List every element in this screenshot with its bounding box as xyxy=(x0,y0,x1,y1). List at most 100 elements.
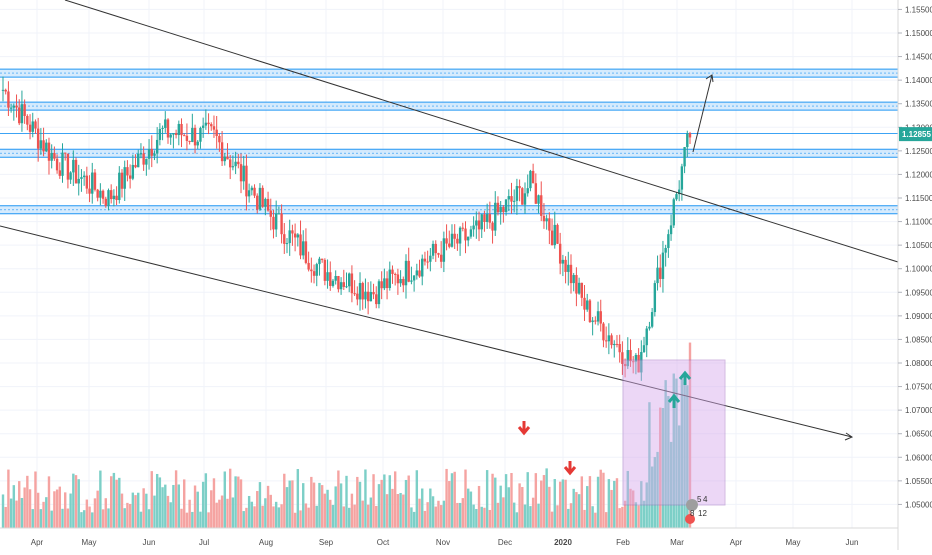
candle-body xyxy=(161,127,164,129)
candle xyxy=(437,252,440,258)
volume-bar xyxy=(542,475,546,528)
volume-bar xyxy=(567,508,570,528)
candle-body xyxy=(523,193,527,205)
x-tick-label: Apr xyxy=(31,538,44,547)
candle xyxy=(458,226,462,256)
candle-body xyxy=(418,270,421,277)
candle xyxy=(77,164,80,196)
candle-body xyxy=(642,345,646,353)
volume-bar xyxy=(648,402,651,528)
candle xyxy=(126,160,129,182)
candle xyxy=(515,178,519,215)
candle-body xyxy=(245,165,248,197)
candle-body xyxy=(656,267,659,284)
candle-body xyxy=(391,269,394,274)
volume-bar xyxy=(226,498,229,528)
candle xyxy=(31,112,34,138)
volume-bar xyxy=(180,508,183,528)
candle-body xyxy=(9,107,13,109)
candle-body xyxy=(385,278,389,289)
y-tick-label: 1.05000 xyxy=(905,500,932,509)
volume-bar xyxy=(1,494,5,528)
volume-bar xyxy=(669,441,673,528)
volume-bar xyxy=(445,468,448,528)
volume-badge-circle xyxy=(686,499,698,511)
volume-bar xyxy=(453,471,456,528)
y-tick-label: 1.14500 xyxy=(905,53,932,62)
candle xyxy=(350,265,354,303)
volume-bar xyxy=(93,498,97,528)
volume-bar xyxy=(123,508,126,528)
candle xyxy=(315,262,318,287)
candle-body xyxy=(634,354,638,362)
candle xyxy=(196,140,199,149)
x-tick-label: Aug xyxy=(259,538,273,547)
volume-bar xyxy=(50,510,53,528)
candle xyxy=(523,182,527,214)
volume-bar xyxy=(172,484,175,528)
volume-bar xyxy=(272,506,275,528)
volume-bar xyxy=(261,505,264,528)
candle-body xyxy=(377,281,381,305)
candle xyxy=(550,218,554,246)
volume-bar xyxy=(534,473,538,528)
volume-bar xyxy=(580,476,584,528)
candle-body xyxy=(172,133,175,135)
candle xyxy=(307,251,310,272)
candle xyxy=(358,272,362,311)
volume-bar xyxy=(277,507,281,528)
candle xyxy=(326,259,329,289)
volume-bar xyxy=(675,378,678,528)
candle-body xyxy=(228,159,232,168)
candle xyxy=(456,233,459,251)
candle-body xyxy=(372,291,375,295)
candle-body xyxy=(7,91,10,108)
volume-bar xyxy=(380,479,383,528)
volume-bar xyxy=(15,500,18,528)
candle xyxy=(510,182,513,214)
volume-bar xyxy=(345,475,348,528)
y-tick-label: 1.07000 xyxy=(905,406,932,415)
volume-bar xyxy=(350,493,354,528)
candle-body xyxy=(491,222,494,231)
candle-body xyxy=(72,159,75,173)
candle xyxy=(453,224,456,249)
candle-body xyxy=(253,187,256,196)
volume-bar xyxy=(74,475,78,528)
volume-bar xyxy=(504,474,508,528)
candle-body xyxy=(220,142,224,162)
candle xyxy=(82,171,86,186)
candle xyxy=(553,211,556,249)
candle-body xyxy=(586,300,589,310)
candle xyxy=(9,103,13,113)
volume-bar xyxy=(439,505,443,528)
candle xyxy=(207,113,210,135)
candle xyxy=(161,125,164,141)
candle-body xyxy=(50,153,53,161)
candle xyxy=(388,261,391,291)
volume-bar xyxy=(686,385,689,528)
candle-body xyxy=(540,195,543,216)
candle-body xyxy=(20,104,24,124)
candle xyxy=(23,99,26,124)
candle-body xyxy=(302,241,305,256)
candle xyxy=(583,285,586,321)
candle-body xyxy=(393,273,397,275)
candle-body xyxy=(623,363,627,367)
candle-body xyxy=(402,278,405,286)
volume-bar xyxy=(299,510,302,528)
candle xyxy=(483,210,486,232)
candle xyxy=(410,266,413,285)
volume-bar xyxy=(618,508,621,528)
volume-bar xyxy=(526,472,529,528)
volume-bar xyxy=(55,489,59,528)
candle-body xyxy=(594,320,597,322)
x-axis: Apr May Jun Jul Aug Sep Oct Nov Dec 2020 Feb Mar Apr… xyxy=(0,527,898,547)
y-tick-label: 1.09000 xyxy=(905,312,932,321)
candle xyxy=(28,114,32,140)
candle-body xyxy=(169,134,172,138)
candle-body xyxy=(64,152,67,154)
volume-bar xyxy=(418,498,421,528)
candle xyxy=(55,154,59,174)
candle-body xyxy=(388,269,391,289)
